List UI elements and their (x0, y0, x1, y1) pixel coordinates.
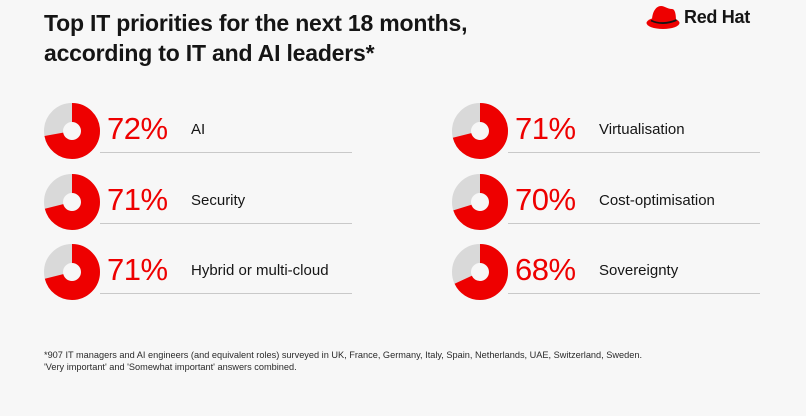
logo-text: Red Hat (684, 7, 750, 27)
category-label-security: Security (191, 192, 246, 209)
priority-security: 71% Security (44, 174, 354, 230)
footnote: *907 IT managers and AI engineers (and e… (44, 349, 642, 373)
footnote-line-1: *907 IT managers and AI engineers (and e… (44, 350, 643, 360)
value-label-sovereignty: 68% (515, 252, 576, 287)
category-label-hybrid-cloud: Hybrid or multi-cloud (191, 262, 329, 279)
priority-virtualisation: 71% Virtualisation (452, 103, 762, 159)
donut-security (44, 174, 100, 230)
category-label-cost-optimisation: Cost-optimisation (599, 192, 715, 209)
divider (100, 293, 352, 294)
divider (508, 152, 760, 153)
donut-slice-security (44, 174, 100, 230)
title-line-1: Top IT priorities for the next 18 months… (44, 10, 468, 36)
donut-slice-cost-optimisation (452, 174, 508, 230)
red-hat-icon (646, 6, 680, 29)
category-label-virtualisation: Virtualisation (599, 121, 685, 138)
page-title: Top IT priorities for the next 18 months… (44, 8, 604, 68)
red-hat-logo: Red Hat (646, 2, 766, 34)
divider (100, 152, 352, 153)
value-label-security: 71% (107, 182, 168, 217)
category-label-ai: AI (191, 121, 206, 138)
footnote-line-2: 'Very important' and 'Somewhat important… (44, 362, 297, 372)
donut-sovereignty (452, 244, 508, 300)
title-line-2: according to IT and AI leaders* (44, 40, 375, 66)
divider (508, 293, 760, 294)
donut-virtualisation (452, 103, 508, 159)
donut-cost-optimisation (452, 174, 508, 230)
donut-slice-hybrid-cloud (44, 244, 100, 300)
priority-cost-optimisation: 70% Cost-optimisation (452, 174, 762, 230)
value-label-virtualisation: 71% (515, 111, 576, 146)
divider (100, 223, 352, 224)
value-label-ai: 72% (107, 111, 168, 146)
priority-ai: 72% AI (44, 103, 354, 159)
donut-slice-ai (44, 103, 100, 159)
category-label-sovereignty: Sovereignty (599, 262, 679, 279)
priority-hybrid-cloud: 71% Hybrid or multi-cloud (44, 244, 354, 300)
divider (508, 223, 760, 224)
value-label-hybrid-cloud: 71% (107, 252, 168, 287)
donut-slice-sovereignty (452, 244, 508, 300)
donut-slice-virtualisation (452, 103, 508, 159)
value-label-cost-optimisation: 70% (515, 182, 576, 217)
priority-sovereignty: 68% Sovereignty (452, 244, 762, 300)
donut-ai (44, 103, 100, 159)
donut-hybrid-cloud (44, 244, 100, 300)
